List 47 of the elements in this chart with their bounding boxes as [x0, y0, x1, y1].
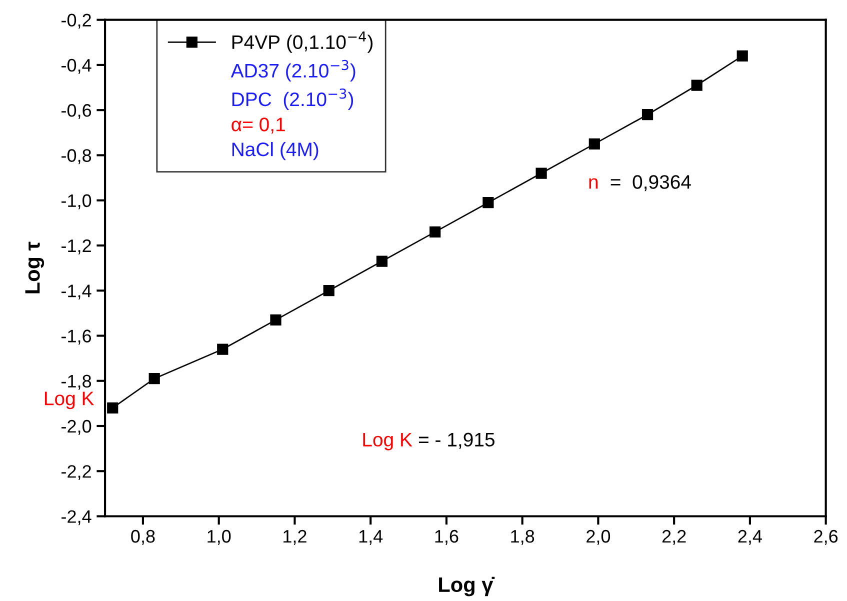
x-tick-label: 1,8: [511, 530, 534, 545]
annotation: Log K: [363, 432, 412, 450]
point: [270, 314, 282, 326]
annotation: NaCl (4M): [232, 142, 318, 160]
y-tick-label: -1,2: [62, 239, 91, 254]
y-tick-label: -2,4: [62, 510, 92, 526]
point: [217, 344, 228, 355]
y-tick-label: -1,4: [62, 284, 92, 300]
y-tick-label: -0,6: [62, 104, 92, 119]
annotation: n: [589, 178, 598, 189]
x-tick-label: 1,4: [359, 530, 383, 545]
y-axis-title: Log τ: [25, 242, 44, 294]
point: [430, 226, 441, 238]
y-tick-label: -0,8: [62, 149, 92, 164]
x-tick-label: 2,6: [814, 530, 838, 545]
point: [536, 168, 547, 179]
point: [323, 285, 334, 296]
y-tick-label: -1,6: [62, 330, 92, 345]
y-tick-label: -2,2: [62, 465, 91, 480]
point: [642, 109, 654, 120]
y-tick-label: -0,2: [62, 14, 91, 29]
x-tick-label: 0,8: [131, 530, 155, 545]
point: [482, 197, 494, 208]
x-tick-label: 2,2: [662, 530, 686, 545]
point: [107, 402, 118, 414]
y-tick-label: -1,8: [62, 374, 92, 390]
annotation: = - 1,915: [418, 432, 494, 449]
annotation: AD37 (2.10$^{−3}$): [230, 60, 356, 82]
y-tick-label: -1,0: [62, 194, 92, 210]
y-tick-label: -0,4: [62, 58, 92, 74]
point: [148, 373, 160, 384]
annotation: = 0,9364: [610, 175, 691, 192]
x-tick-label: 1,6: [435, 530, 458, 545]
legend-label: P4VP (0,1.10$^{−4}$): [232, 32, 373, 53]
x-tick-label: 2,0: [586, 530, 610, 545]
point: [736, 50, 748, 62]
x-tick-label: 1,0: [208, 530, 231, 545]
annotation: DPC (2.10$^{−3}$): [232, 88, 354, 110]
x-tick-label: 1,2: [284, 530, 306, 545]
x-tick-label: 2,4: [738, 530, 762, 545]
text: Log K: [45, 392, 94, 410]
point: [376, 256, 388, 267]
point: [691, 80, 702, 91]
annotation: α= 0,1: [232, 118, 285, 134]
x-axis-title: Log γ̇: [439, 576, 495, 596]
point: [588, 138, 600, 150]
y-tick-label: -2,0: [62, 420, 92, 435]
